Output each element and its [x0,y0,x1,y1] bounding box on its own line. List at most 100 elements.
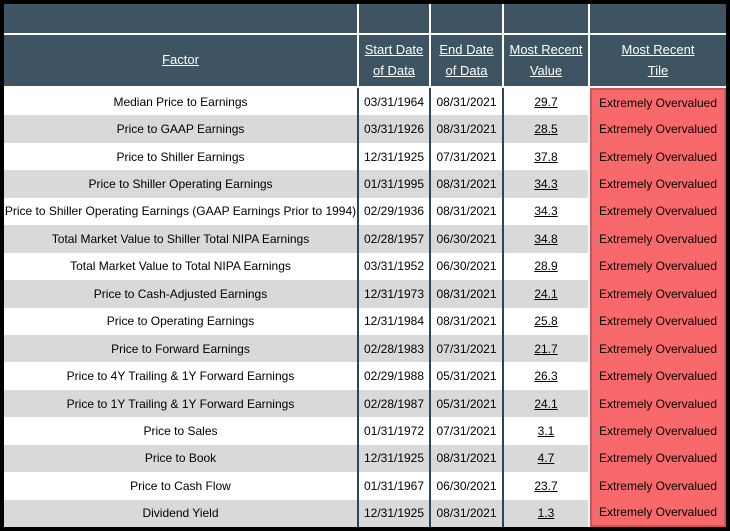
table-row: Dividend Yield 12/31/1925 08/31/2021 1.3… [4,499,726,527]
most-recent-value-link[interactable]: 25.8 [504,307,588,335]
header-cell-end-date: End Date of Data [431,35,502,86]
most-recent-value-link[interactable]: 34.8 [504,225,588,253]
column-separator [502,225,504,253]
column-separator [429,197,431,226]
column-separator [357,4,359,33]
column-separator [502,362,504,390]
most-recent-value-link[interactable]: 26.3 [504,362,588,390]
column-header-most-recent-tile[interactable]: Most Recent Tile [621,41,695,78]
column-separator [429,88,431,116]
table-header-row: Factor Start Date of Data End Date of Da… [4,35,726,86]
end-date-cell: 08/31/2021 [431,115,502,143]
end-date-cell: 07/31/2021 [431,417,502,445]
end-date-cell: 08/31/2021 [431,197,502,226]
factor-cell: Price to 1Y Trailing & 1Y Forward Earnin… [4,389,357,418]
column-separator [588,88,590,116]
column-separator [588,252,590,281]
column-separator [429,225,431,253]
most-recent-tile-cell: Extremely Overvalued [590,280,726,308]
table-row: Price to 1Y Trailing & 1Y Forward Earnin… [4,389,726,418]
end-date-cell: 05/31/2021 [431,389,502,418]
factor-cell: Total Market Value to Total NIPA Earning… [4,252,357,281]
start-date-cell: 01/31/1995 [359,170,429,198]
column-separator [502,142,504,171]
column-separator [357,389,359,418]
end-date-cell: 06/30/2021 [431,472,502,500]
most-recent-value-link[interactable]: 24.1 [504,280,588,308]
factor-cell: Dividend Yield [4,499,357,527]
column-separator [502,444,504,473]
most-recent-value-link[interactable]: 3.1 [504,417,588,445]
column-separator [429,307,431,335]
most-recent-tile-cell: Extremely Overvalued [590,252,726,281]
start-date-cell: 01/31/1972 [359,417,429,445]
column-separator [502,115,504,143]
column-separator [357,35,359,86]
column-separator [429,115,431,143]
start-date-cell: 02/28/1987 [359,389,429,418]
most-recent-tile-cell: Extremely Overvalued [590,444,726,473]
column-separator [357,170,359,198]
start-date-cell: 12/31/1925 [359,499,429,527]
column-separator [429,444,431,473]
start-date-cell: 02/29/1936 [359,197,429,226]
column-separator [502,499,504,527]
top-band-factor-cell [4,4,357,33]
most-recent-value-link[interactable]: 1.3 [504,499,588,527]
most-recent-value-link[interactable]: 4.7 [504,444,588,473]
table-row: Total Market Value to Shiller Total NIPA… [4,225,726,253]
column-header-end-date[interactable]: End Date of Data [439,41,494,78]
start-date-cell: 01/31/1967 [359,472,429,500]
column-separator [588,472,590,500]
column-separator [429,35,431,86]
most-recent-value-link[interactable]: 28.9 [504,252,588,281]
column-separator [357,142,359,171]
factor-cell: Price to Shiller Earnings [4,142,357,171]
most-recent-value-link[interactable]: 34.3 [504,170,588,198]
column-separator [502,307,504,335]
column-separator [588,334,590,363]
most-recent-tile-cell: Extremely Overvalued [590,170,726,198]
most-recent-tile-cell: Extremely Overvalued [590,362,726,390]
column-separator [429,170,431,198]
most-recent-value-link[interactable]: 21.7 [504,334,588,363]
most-recent-tile-cell: Extremely Overvalued [590,334,726,363]
column-separator [357,115,359,143]
column-separator [357,197,359,226]
end-date-cell: 08/31/2021 [431,170,502,198]
column-header-start-date[interactable]: Start Date of Data [364,41,424,78]
start-date-cell: 12/31/1925 [359,142,429,171]
most-recent-value-link[interactable]: 34.3 [504,197,588,226]
most-recent-tile-cell: Extremely Overvalued [590,88,726,116]
most-recent-value-link[interactable]: 37.8 [504,142,588,171]
column-separator [502,88,504,116]
table-row: Price to 4Y Trailing & 1Y Forward Earnin… [4,362,726,390]
header-cell-start-date: Start Date of Data [359,35,429,86]
table-row: Price to Shiller Operating Earnings (GAA… [4,197,726,226]
column-separator [502,280,504,308]
factor-cell: Price to Forward Earnings [4,334,357,363]
column-header-factor[interactable]: Factor [162,52,199,68]
column-header-most-recent-value[interactable]: Most Recent Value [509,41,583,78]
most-recent-value-link[interactable]: 24.1 [504,389,588,418]
most-recent-value-link[interactable]: 29.7 [504,88,588,116]
column-separator [357,444,359,473]
column-separator [588,362,590,390]
table-body: Median Price to Earnings 03/31/1964 08/3… [4,88,726,527]
most-recent-tile-cell: Extremely Overvalued [590,307,726,335]
end-date-cell: 06/30/2021 [431,225,502,253]
most-recent-value-link[interactable]: 23.7 [504,472,588,500]
most-recent-tile-cell: Extremely Overvalued [590,142,726,171]
top-band [4,4,726,33]
column-separator [429,280,431,308]
end-date-cell: 08/31/2021 [431,88,502,116]
start-date-cell: 02/28/1957 [359,225,429,253]
end-date-cell: 08/31/2021 [431,499,502,527]
start-date-cell: 12/31/1973 [359,280,429,308]
most-recent-value-link[interactable]: 28.5 [504,115,588,143]
column-separator [588,307,590,335]
column-separator [429,252,431,281]
header-cell-most-recent-tile: Most Recent Tile [590,35,726,86]
column-separator [588,280,590,308]
end-date-cell: 06/30/2021 [431,252,502,281]
